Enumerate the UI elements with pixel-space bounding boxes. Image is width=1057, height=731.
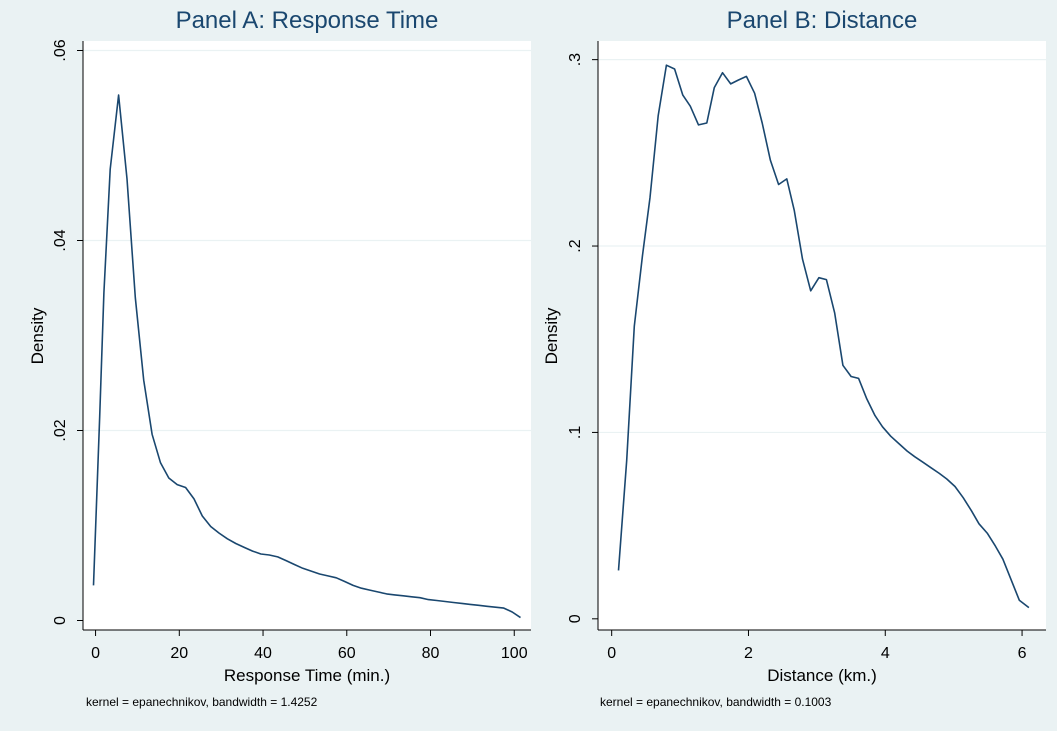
- panel-a-y-axis-label: Density: [28, 307, 47, 364]
- panel-a-kernel-note: kernel = epanechnikov, bandwidth = 1.425…: [86, 695, 318, 709]
- panel-b-plot-area: [598, 41, 1046, 630]
- panel-a-y-ticks: 0 .02 .04 .06: [52, 39, 83, 625]
- panel-a-y-tick-label: .04: [52, 229, 69, 251]
- panel-b-x-tick-label: 2: [744, 645, 753, 662]
- panel-b-x-tick-label: 4: [881, 645, 890, 662]
- panel-b-gridlines: [598, 59, 1046, 434]
- panel-b-x-ticks: 0 2 4 6: [607, 630, 1027, 662]
- panel-a-title: Panel A: Response Time: [176, 7, 439, 34]
- panel-a-gridlines: [83, 49, 531, 432]
- panel-a-x-tick-label: 100: [501, 645, 528, 662]
- panel-a-plot-area: [83, 41, 531, 630]
- panel-b-title: Panel B: Distance: [727, 7, 918, 34]
- panel-a-x-ticks: 0 20 40 60 80 100: [91, 630, 528, 662]
- panel-b-x-axis-label: Distance (km.): [767, 666, 877, 685]
- panel-a-x-tick-label: 20: [170, 645, 188, 662]
- panel-b-y-tick-label: .1: [567, 426, 584, 439]
- panel-b: 0 2 4 6 0 .1 .2 .3 Panel B: Distance Distance …: [542, 7, 1046, 709]
- panel-a-x-tick-label: 80: [422, 645, 440, 662]
- panel-b-x-tick-label: 0: [607, 645, 616, 662]
- panel-a-x-tick-label: 60: [338, 645, 356, 662]
- panel-b-kernel-note: kernel = epanechnikov, bandwidth = 0.100…: [600, 695, 832, 709]
- panel-b-y-tick-label: .2: [567, 239, 584, 252]
- panel-a-y-tick-label: .02: [52, 419, 69, 441]
- panel-a-x-axis-label: Response Time (min.): [224, 666, 390, 685]
- panel-b-y-ticks: 0 .1 .2 .3: [567, 53, 598, 623]
- panel-b-y-axis-label: Density: [542, 307, 561, 364]
- panel-b-density-line: [617, 64, 1030, 609]
- panel-a-y-tick-label: 0: [52, 616, 69, 625]
- panel-a-x-tick-label: 40: [254, 645, 272, 662]
- panel-b-x-tick-label: 6: [1018, 645, 1027, 662]
- panel-a: 0 20 40 60 80 100 0 .02 .04 .06 Panel A: Respons…: [28, 7, 531, 709]
- panel-a-y-tick-label: .06: [52, 39, 69, 61]
- panel-b-y-tick-label: 0: [567, 614, 584, 623]
- panel-b-y-tick-label: .3: [567, 53, 584, 66]
- panel-a-x-tick-label: 0: [91, 645, 100, 662]
- panel-a-density-line: [92, 94, 521, 619]
